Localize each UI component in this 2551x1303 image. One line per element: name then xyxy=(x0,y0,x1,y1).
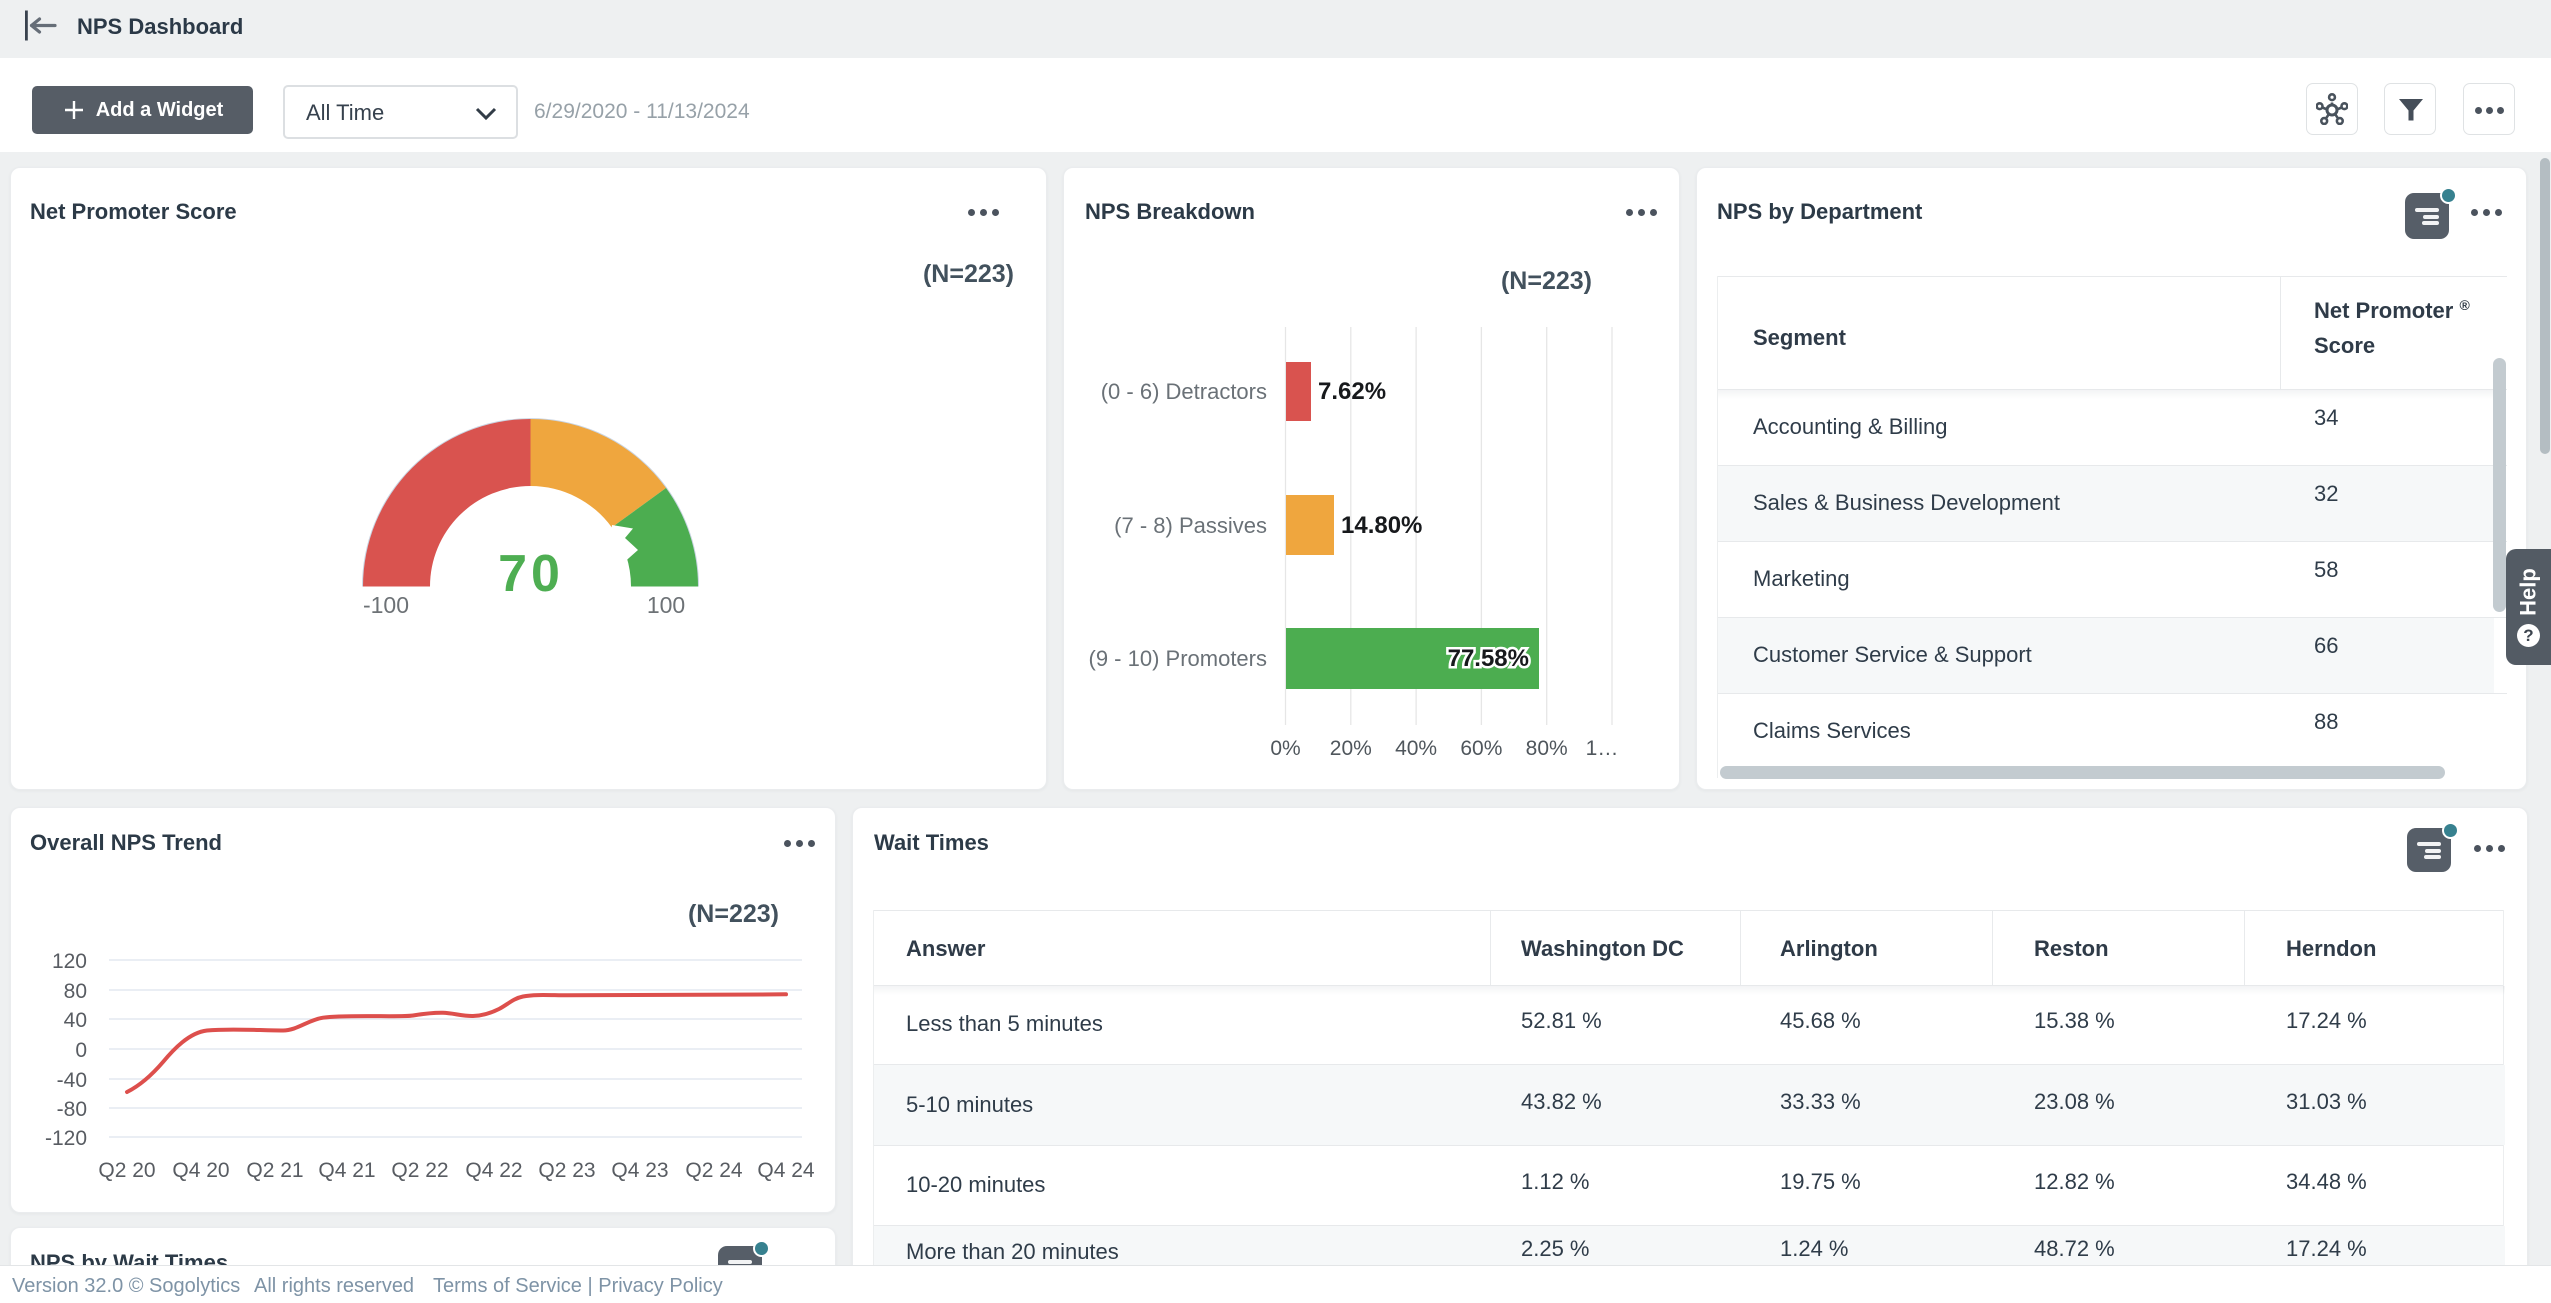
svg-text:(N=223): (N=223) xyxy=(1501,267,1592,295)
svg-text:80: 80 xyxy=(64,980,87,1003)
svg-text:Q4 20: Q4 20 xyxy=(172,1159,229,1182)
svg-text:1…: 1… xyxy=(1586,737,1619,760)
svg-text:40%: 40% xyxy=(1395,737,1437,760)
svg-text:60%: 60% xyxy=(1460,737,1502,760)
svg-text:80%: 80% xyxy=(1526,737,1568,760)
svg-text:70: 70 xyxy=(498,545,564,603)
svg-text:Q2 23: Q2 23 xyxy=(538,1159,595,1182)
svg-text:Q4 23: Q4 23 xyxy=(611,1159,668,1182)
svg-text:14.80%: 14.80% xyxy=(1341,512,1422,539)
svg-text:(7 - 8) Passives: (7 - 8) Passives xyxy=(1114,513,1267,538)
svg-text:Q2 24: Q2 24 xyxy=(685,1159,743,1182)
svg-text:-100: -100 xyxy=(363,592,409,618)
svg-text:(9 - 10) Promoters: (9 - 10) Promoters xyxy=(1089,646,1268,671)
svg-text:7.62%: 7.62% xyxy=(1318,378,1386,405)
svg-text:120: 120 xyxy=(52,950,87,973)
svg-text:(0 - 6) Detractors: (0 - 6) Detractors xyxy=(1101,379,1267,404)
svg-text:-40: -40 xyxy=(57,1069,87,1092)
svg-text:-120: -120 xyxy=(45,1127,87,1150)
svg-text:100: 100 xyxy=(647,592,685,618)
svg-text:-80: -80 xyxy=(57,1098,87,1121)
svg-text:Q2 21: Q2 21 xyxy=(246,1159,303,1182)
svg-text:Q2 22: Q2 22 xyxy=(391,1159,448,1182)
svg-text:Q4 21: Q4 21 xyxy=(318,1159,375,1182)
svg-text:Q2 20: Q2 20 xyxy=(98,1159,155,1182)
svg-text:Q4 22: Q4 22 xyxy=(465,1159,522,1182)
svg-text:0%: 0% xyxy=(1270,737,1300,760)
svg-text:40: 40 xyxy=(64,1009,87,1032)
svg-text:77.58%: 77.58% xyxy=(1448,645,1529,672)
svg-text:20%: 20% xyxy=(1330,737,1372,760)
svg-text:Q4 24: Q4 24 xyxy=(757,1159,815,1182)
svg-text:0: 0 xyxy=(75,1039,87,1062)
